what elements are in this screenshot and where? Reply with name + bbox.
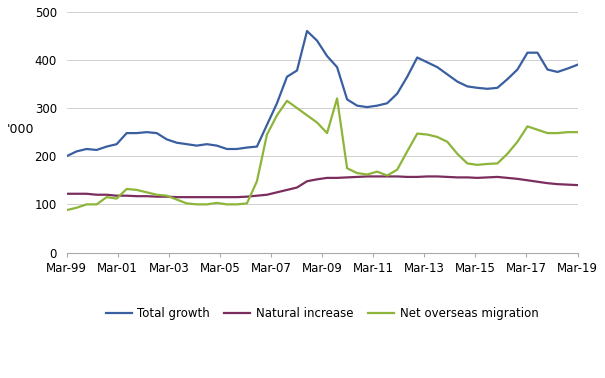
Natural increase [253, 194, 261, 198]
Natural increase [103, 192, 110, 197]
Natural increase [344, 175, 351, 180]
Total growth [303, 29, 310, 33]
Line: Net overseas migration: Net overseas migration [67, 98, 578, 210]
Net overseas migration [63, 208, 70, 212]
Total growth [63, 154, 70, 158]
Natural increase [414, 175, 421, 179]
Natural increase [173, 195, 180, 200]
Natural increase [574, 183, 581, 187]
Total growth [404, 74, 411, 79]
Net overseas migration [243, 201, 250, 206]
Natural increase [364, 174, 371, 179]
Net overseas migration [574, 130, 581, 135]
Net overseas migration [333, 96, 341, 101]
Net overseas migration [103, 195, 110, 200]
Total growth [243, 145, 250, 150]
Natural increase [63, 192, 70, 196]
Net overseas migration [404, 149, 411, 154]
Legend: Total growth, Natural increase, Net overseas migration: Total growth, Natural increase, Net over… [101, 303, 543, 325]
Total growth [544, 67, 551, 72]
Net overseas migration [303, 113, 310, 118]
Net overseas migration [384, 173, 391, 178]
Natural increase [394, 174, 401, 179]
Y-axis label: '000: '000 [7, 123, 34, 136]
Total growth [574, 62, 581, 67]
Net overseas migration [544, 131, 551, 135]
Line: Total growth: Total growth [67, 31, 578, 156]
Total growth [103, 144, 110, 149]
Total growth [313, 39, 321, 43]
Total growth [384, 101, 391, 105]
Line: Natural increase: Natural increase [67, 177, 578, 197]
Natural increase [313, 177, 321, 181]
